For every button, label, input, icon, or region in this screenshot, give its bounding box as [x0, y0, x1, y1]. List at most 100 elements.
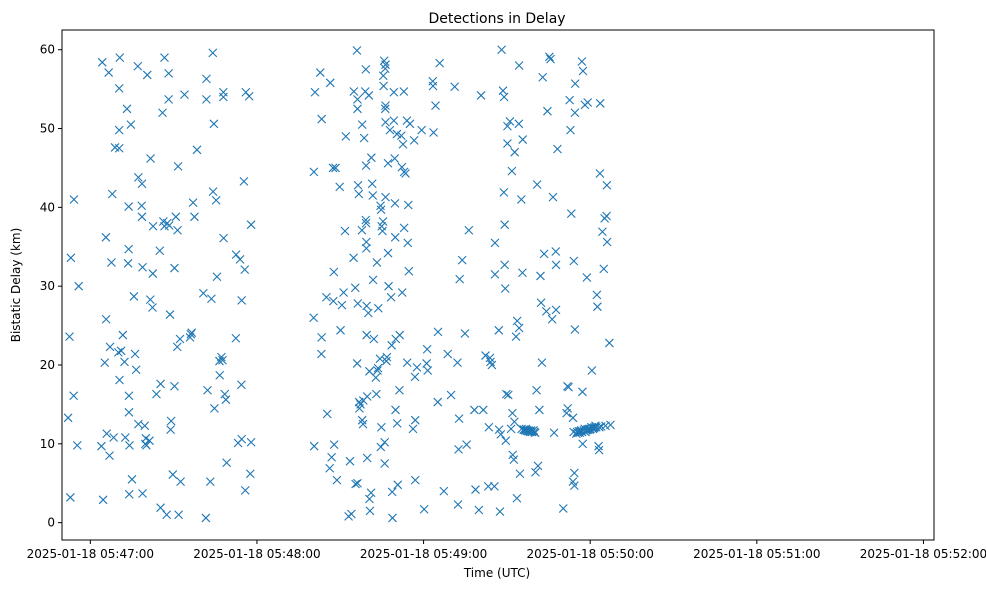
data-point — [100, 358, 110, 368]
data-point — [202, 74, 211, 84]
data-point — [142, 441, 151, 450]
data-point — [361, 218, 371, 228]
data-point — [353, 104, 362, 114]
data-point — [328, 296, 338, 306]
data-point — [396, 131, 406, 141]
data-point — [364, 91, 374, 100]
data-point — [162, 510, 172, 520]
data-point — [594, 422, 604, 432]
data-point — [376, 201, 385, 211]
data-point — [185, 333, 195, 342]
data-point — [124, 391, 134, 401]
data-point — [383, 248, 393, 258]
data-point — [431, 101, 440, 111]
data-point — [353, 94, 362, 104]
data-point — [72, 441, 82, 450]
data-point — [496, 429, 506, 439]
data-point — [335, 182, 345, 192]
data-point — [101, 314, 111, 324]
data-point — [380, 437, 390, 447]
data-point — [164, 221, 174, 230]
data-point — [450, 82, 460, 92]
data-point — [373, 303, 383, 313]
data-point — [533, 461, 543, 471]
data-point — [104, 68, 114, 77]
data-point — [516, 195, 526, 204]
data-point — [120, 357, 129, 367]
data-point — [570, 79, 580, 88]
data-point — [156, 379, 165, 389]
data-point — [385, 125, 395, 135]
data-point — [598, 227, 607, 237]
data-point — [380, 459, 390, 468]
data-point — [337, 300, 347, 310]
data-point — [74, 281, 84, 291]
data-point — [422, 359, 432, 368]
data-point — [202, 94, 211, 104]
x-tick-label: 2025-01-18 05:51:00 — [693, 547, 820, 561]
data-point — [565, 95, 575, 105]
data-point — [454, 414, 464, 423]
data-point — [131, 365, 141, 375]
data-point — [231, 250, 241, 260]
data-point — [122, 104, 132, 114]
data-point — [102, 429, 112, 438]
data-point — [566, 125, 575, 135]
data-point — [481, 351, 490, 360]
data-point — [125, 441, 134, 450]
data-point — [551, 247, 561, 256]
data-point — [239, 176, 249, 186]
data-point — [133, 173, 143, 182]
data-point — [578, 439, 588, 449]
data-point — [422, 344, 432, 354]
data-point — [105, 342, 115, 352]
data-point — [359, 133, 369, 143]
data-point — [371, 389, 381, 399]
data-point — [309, 441, 319, 451]
data-point — [593, 302, 602, 312]
data-point — [476, 91, 486, 100]
data-point — [599, 264, 609, 274]
data-point — [494, 325, 504, 335]
data-point — [503, 121, 512, 131]
data-point — [509, 455, 519, 464]
data-point — [354, 189, 364, 199]
data-point — [345, 456, 355, 466]
data-point — [384, 281, 393, 291]
data-point — [171, 212, 181, 222]
chart-title: Detections in Delay — [428, 11, 565, 27]
data-point — [378, 226, 387, 236]
data-point — [107, 258, 116, 267]
data-point — [328, 163, 338, 173]
data-point — [592, 290, 602, 300]
data-point — [315, 68, 325, 77]
data-point — [558, 504, 568, 513]
data-point — [208, 187, 218, 196]
data-point — [362, 453, 372, 463]
data-point — [127, 474, 137, 484]
data-point — [137, 212, 147, 222]
data-point — [310, 87, 320, 97]
data-point — [547, 314, 557, 324]
data-point — [321, 292, 331, 302]
data-point — [205, 477, 215, 487]
data-point — [116, 346, 126, 356]
data-point — [500, 220, 510, 230]
data-point — [210, 403, 219, 413]
data-point — [361, 237, 371, 247]
data-point — [595, 169, 605, 178]
data-point — [148, 221, 158, 231]
y-tick-label: 40 — [40, 200, 55, 214]
data-point — [530, 428, 540, 438]
data-point — [433, 397, 443, 407]
data-point — [387, 487, 397, 497]
data-point — [569, 481, 579, 490]
data-point — [362, 330, 372, 340]
data-point — [218, 87, 228, 97]
data-point — [317, 114, 327, 124]
data-point — [244, 91, 254, 101]
data-point — [69, 391, 79, 401]
x-tick-label: 2025-01-18 05:48:00 — [193, 547, 320, 561]
data-point — [366, 153, 376, 163]
data-point — [544, 52, 554, 62]
